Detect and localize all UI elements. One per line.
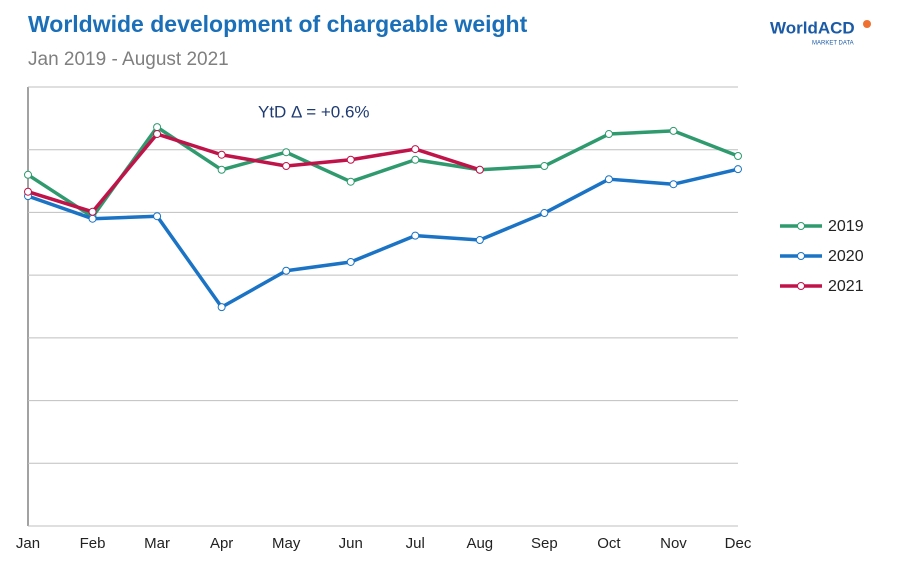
data-point [540,209,549,218]
legend-label: 2019 [828,218,864,235]
data-point [604,130,613,139]
logo-tagline: MARKET DATA [812,41,854,47]
data-point [346,177,355,186]
data-point [734,165,742,174]
x-tick-label: Aug [466,535,493,552]
annotation: YtD Δ = +0.6% [258,102,370,121]
chart-subtitle: Jan 2019 - August 2021 [28,49,229,70]
data-point [411,231,420,240]
data-point [540,162,549,171]
data-point [217,150,226,159]
data-point [24,170,32,179]
data-point [282,148,291,157]
legend-label: 2021 [828,278,864,295]
series-line [27,167,739,309]
x-tick-label: Mar [144,535,170,552]
x-tick-label: Jun [339,535,363,552]
legend-marker [797,252,805,260]
data-point [734,151,742,160]
data-point [604,175,613,184]
data-point [669,180,678,189]
data-point [346,155,355,164]
data-point [282,162,291,171]
logo-dot [863,20,871,28]
x-tick-label: Jan [16,535,40,552]
data-point [88,207,97,216]
x-tick-label: Nov [660,535,687,552]
legend-marker [797,222,805,230]
x-tick-label: Feb [80,535,106,552]
data-point [411,145,420,154]
x-tick-label: Sep [531,535,558,552]
data-point [669,126,678,135]
x-tick-label: Jul [406,535,425,552]
x-tick-label: Dec [725,535,752,552]
data-point [411,155,420,164]
x-tick-label: Oct [597,535,621,552]
data-point [217,165,226,174]
x-tick-label: Apr [210,535,233,552]
logo-name: WorldACD [770,18,855,37]
chart-title: Worldwide development of chargeable weig… [28,11,528,37]
data-point [24,187,32,196]
data-point [153,212,162,221]
data-point [88,214,97,223]
data-point [346,257,355,266]
series-line [27,132,481,214]
legend-label: 2020 [828,248,864,265]
data-point [153,130,162,139]
data-point [153,123,162,132]
series-line [27,125,739,219]
data-point [475,165,484,174]
data-point [282,266,291,275]
legend-marker [797,282,805,290]
data-point [475,236,484,245]
data-point [217,303,226,312]
x-tick-label: May [272,535,301,552]
